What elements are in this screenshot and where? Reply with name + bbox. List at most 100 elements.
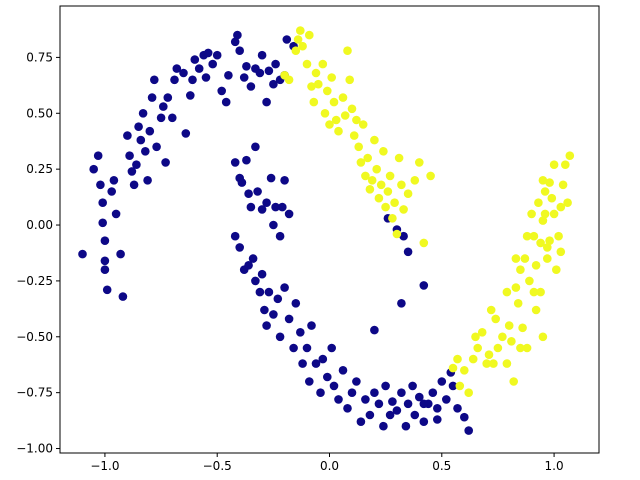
data-point bbox=[437, 377, 447, 386]
data-point bbox=[482, 359, 492, 368]
data-point bbox=[419, 417, 429, 427]
data-point bbox=[358, 120, 368, 129]
data-point bbox=[269, 79, 278, 89]
data-point bbox=[111, 209, 121, 219]
data-point bbox=[565, 151, 575, 160]
data-point bbox=[329, 381, 339, 391]
data-point bbox=[534, 198, 543, 207]
data-point bbox=[374, 193, 384, 203]
data-point bbox=[549, 209, 559, 219]
data-point bbox=[338, 366, 348, 375]
data-point bbox=[260, 305, 269, 315]
data-point bbox=[302, 343, 312, 353]
data-point bbox=[525, 276, 534, 286]
x-tick-label: 0.0 bbox=[320, 459, 339, 473]
data-point bbox=[96, 180, 105, 190]
data-point bbox=[399, 231, 408, 241]
data-point bbox=[460, 412, 469, 422]
data-point bbox=[298, 41, 307, 51]
data-point bbox=[543, 243, 552, 252]
data-point bbox=[116, 249, 125, 259]
data-point bbox=[520, 254, 530, 263]
data-point bbox=[246, 82, 256, 91]
x-tick-label: −1.0 bbox=[90, 459, 119, 473]
data-point bbox=[257, 205, 267, 214]
data-point bbox=[379, 147, 388, 156]
data-point bbox=[352, 377, 361, 386]
data-point bbox=[529, 287, 539, 297]
data-point bbox=[291, 299, 301, 308]
data-point bbox=[448, 381, 458, 391]
data-point bbox=[266, 173, 276, 183]
data-point bbox=[403, 189, 413, 198]
data-point bbox=[516, 265, 525, 275]
data-point bbox=[504, 321, 514, 330]
data-point bbox=[511, 254, 521, 263]
data-point bbox=[186, 91, 195, 100]
data-point bbox=[547, 193, 557, 203]
data-point bbox=[383, 187, 393, 196]
data-point bbox=[298, 359, 307, 368]
data-point bbox=[275, 231, 285, 241]
data-point bbox=[318, 59, 328, 69]
data-point bbox=[302, 59, 312, 69]
data-point bbox=[464, 426, 474, 435]
y-tick-label: 0.25 bbox=[26, 162, 53, 176]
data-point bbox=[244, 261, 253, 270]
data-point bbox=[410, 176, 420, 185]
data-point bbox=[527, 209, 536, 219]
data-point bbox=[147, 93, 157, 102]
data-point bbox=[230, 158, 240, 167]
data-point bbox=[415, 392, 424, 402]
data-point bbox=[453, 354, 462, 364]
data-point bbox=[374, 399, 384, 409]
data-point bbox=[307, 82, 316, 91]
data-point bbox=[354, 142, 364, 152]
data-point bbox=[540, 187, 550, 196]
data-point bbox=[289, 343, 298, 353]
data-point bbox=[484, 350, 494, 360]
y-tick-label: 0.75 bbox=[26, 50, 53, 64]
data-point bbox=[489, 359, 498, 368]
data-point bbox=[426, 171, 435, 181]
data-point bbox=[98, 198, 107, 207]
data-point bbox=[107, 187, 116, 196]
data-point bbox=[327, 343, 337, 353]
data-point bbox=[347, 104, 357, 114]
data-point bbox=[307, 321, 316, 330]
data-point bbox=[248, 254, 258, 263]
data-point bbox=[448, 363, 458, 373]
data-point bbox=[224, 71, 233, 80]
data-point bbox=[370, 325, 379, 335]
data-point bbox=[221, 97, 231, 107]
data-point bbox=[552, 265, 561, 275]
data-point bbox=[473, 343, 483, 353]
data-point bbox=[334, 126, 343, 136]
data-point bbox=[269, 220, 278, 230]
data-point bbox=[385, 410, 395, 420]
data-point bbox=[538, 332, 548, 342]
data-point bbox=[536, 238, 545, 248]
data-point bbox=[100, 265, 110, 275]
data-point bbox=[349, 131, 359, 140]
data-point bbox=[370, 135, 379, 145]
data-point bbox=[493, 343, 503, 353]
x-axis: −1.0 −0.5 0.0 0.5 1.0 bbox=[90, 453, 564, 473]
data-point bbox=[293, 35, 303, 44]
data-point bbox=[239, 73, 249, 82]
data-point bbox=[141, 147, 150, 156]
data-point bbox=[168, 113, 177, 123]
data-point bbox=[329, 97, 339, 107]
data-point bbox=[179, 68, 188, 78]
y-tick-label: −0.75 bbox=[16, 386, 53, 400]
y-tick-label: −1.00 bbox=[16, 442, 53, 456]
data-point bbox=[343, 46, 352, 55]
data-point bbox=[242, 155, 251, 165]
data-point bbox=[397, 299, 406, 308]
data-point bbox=[468, 354, 478, 364]
data-point bbox=[397, 388, 406, 398]
data-point bbox=[433, 415, 442, 424]
data-point bbox=[491, 314, 501, 324]
data-point bbox=[419, 399, 429, 409]
data-point bbox=[379, 421, 388, 431]
